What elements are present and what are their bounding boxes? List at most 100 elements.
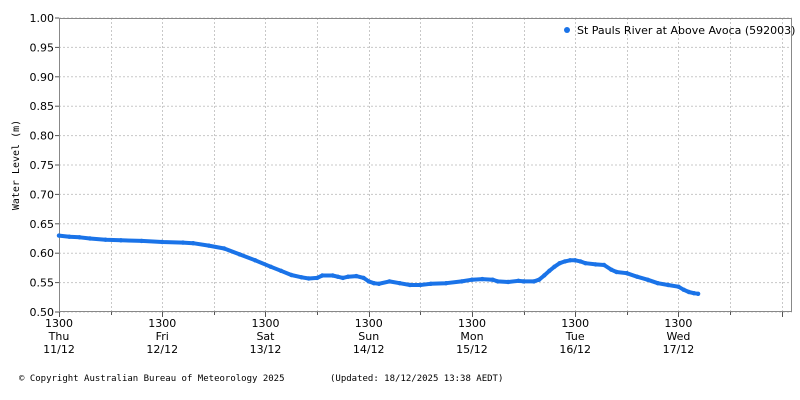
data-point bbox=[593, 262, 598, 267]
data-point bbox=[547, 268, 552, 273]
data-point bbox=[180, 240, 186, 245]
x-tick-weekday: Thu bbox=[48, 330, 70, 343]
x-tick-time: 1300 bbox=[45, 317, 73, 330]
legend[interactable]: St Pauls River at Above Avoca (592003) bbox=[564, 24, 795, 37]
x-tick-date: 15/12 bbox=[456, 343, 488, 356]
data-point bbox=[345, 274, 351, 279]
data-point bbox=[278, 268, 284, 273]
updated-timestamp: (Updated: 18/12/2025 13:38 AEDT) bbox=[330, 374, 504, 384]
data-point bbox=[407, 282, 413, 288]
x-tick-time: 1300 bbox=[458, 317, 486, 330]
y-tick-label: 0.55 bbox=[30, 277, 55, 290]
y-tick-label: 0.85 bbox=[30, 100, 55, 113]
data-point bbox=[387, 279, 392, 284]
y-axis-label: Water Level (m) bbox=[11, 120, 22, 210]
data-point bbox=[578, 259, 583, 264]
data-point bbox=[139, 238, 144, 244]
data-point bbox=[376, 281, 382, 286]
legend-label-series: St Pauls River at Above Avoca (592003) bbox=[577, 24, 795, 37]
x-tick-date: 11/12 bbox=[43, 343, 75, 356]
x-tick-weekday: Sun bbox=[358, 330, 379, 343]
data-point bbox=[330, 273, 335, 278]
data-point bbox=[340, 275, 346, 281]
data-point bbox=[289, 272, 294, 278]
y-tick-label: 0.60 bbox=[30, 247, 55, 260]
x-tick-time: 1300 bbox=[561, 317, 589, 330]
y-axis: 0.50 0.55 0.60 0.65 0.70 0.75 0.80 0.85 0.90 0.95… bbox=[30, 12, 59, 319]
data-point bbox=[490, 277, 495, 282]
x-tick-date: 12/12 bbox=[146, 343, 178, 356]
y-tick-label: 0.65 bbox=[30, 218, 55, 231]
x-tick-date: 13/12 bbox=[250, 343, 282, 356]
data-point bbox=[103, 237, 108, 242]
data-point bbox=[361, 275, 366, 281]
data-point bbox=[253, 258, 258, 263]
plot-border bbox=[59, 18, 792, 312]
data-point bbox=[268, 264, 273, 269]
data-point bbox=[681, 287, 686, 292]
data-point bbox=[206, 243, 211, 248]
data-point bbox=[691, 291, 697, 296]
data-point bbox=[516, 278, 521, 283]
data-point bbox=[443, 281, 449, 286]
data-point bbox=[191, 241, 196, 246]
data-point bbox=[531, 279, 537, 284]
data-point bbox=[299, 275, 304, 280]
x-tick-weekday: Tue bbox=[565, 330, 585, 343]
x-tick-time: 1300 bbox=[355, 317, 383, 330]
data-point bbox=[505, 279, 511, 285]
y-tick-label: 0.90 bbox=[30, 71, 55, 84]
data-point bbox=[665, 282, 671, 288]
data-point bbox=[469, 277, 475, 282]
data-point bbox=[118, 238, 124, 243]
y-tick-label: 0.95 bbox=[30, 41, 55, 54]
data-point bbox=[495, 279, 500, 284]
x-tick-weekday: Fri bbox=[156, 330, 169, 343]
y-tick-label: 0.70 bbox=[30, 188, 55, 201]
data-point bbox=[542, 273, 547, 278]
data-point bbox=[655, 281, 660, 286]
data-point bbox=[573, 258, 578, 263]
data-point bbox=[521, 279, 526, 284]
data-point bbox=[222, 246, 227, 251]
data-point bbox=[77, 235, 82, 240]
data-point bbox=[552, 264, 557, 269]
data-point bbox=[634, 274, 640, 279]
data-point bbox=[418, 282, 423, 288]
data-point bbox=[237, 252, 242, 257]
data-point bbox=[562, 259, 568, 264]
data-point bbox=[397, 281, 402, 286]
data-point bbox=[354, 273, 359, 279]
data-point bbox=[686, 289, 691, 295]
legend-marker bbox=[564, 27, 570, 33]
data-point bbox=[459, 279, 464, 284]
data-point bbox=[536, 277, 542, 282]
plot-area bbox=[59, 18, 792, 312]
x-tick-weekday: Mon bbox=[460, 330, 483, 343]
copyright-notice: © Copyright Australian Bureau of Meteoro… bbox=[19, 374, 285, 384]
y-tick-label: 1.00 bbox=[30, 12, 55, 25]
x-tick-time: 1300 bbox=[148, 317, 176, 330]
data-point bbox=[366, 279, 371, 284]
data-point bbox=[609, 267, 614, 272]
data-point bbox=[320, 273, 325, 278]
data-point bbox=[645, 277, 650, 282]
data-point bbox=[624, 271, 629, 276]
data-point bbox=[583, 261, 588, 266]
data-point bbox=[695, 291, 701, 296]
y-tick-label: 0.80 bbox=[30, 130, 55, 143]
x-tick-date: 14/12 bbox=[353, 343, 385, 356]
data-point bbox=[480, 276, 485, 282]
data-point bbox=[601, 262, 607, 268]
data-point bbox=[87, 236, 93, 241]
x-tick-date: 16/12 bbox=[559, 343, 591, 356]
data-point bbox=[306, 276, 311, 281]
y-tick-label: 0.50 bbox=[30, 306, 55, 319]
x-tick-date: 17/12 bbox=[663, 343, 695, 356]
y-tick-label: 0.75 bbox=[30, 159, 55, 172]
data-point bbox=[371, 281, 377, 286]
data-point bbox=[314, 275, 320, 281]
x-tick-time: 1300 bbox=[251, 317, 279, 330]
data-point bbox=[428, 281, 433, 286]
